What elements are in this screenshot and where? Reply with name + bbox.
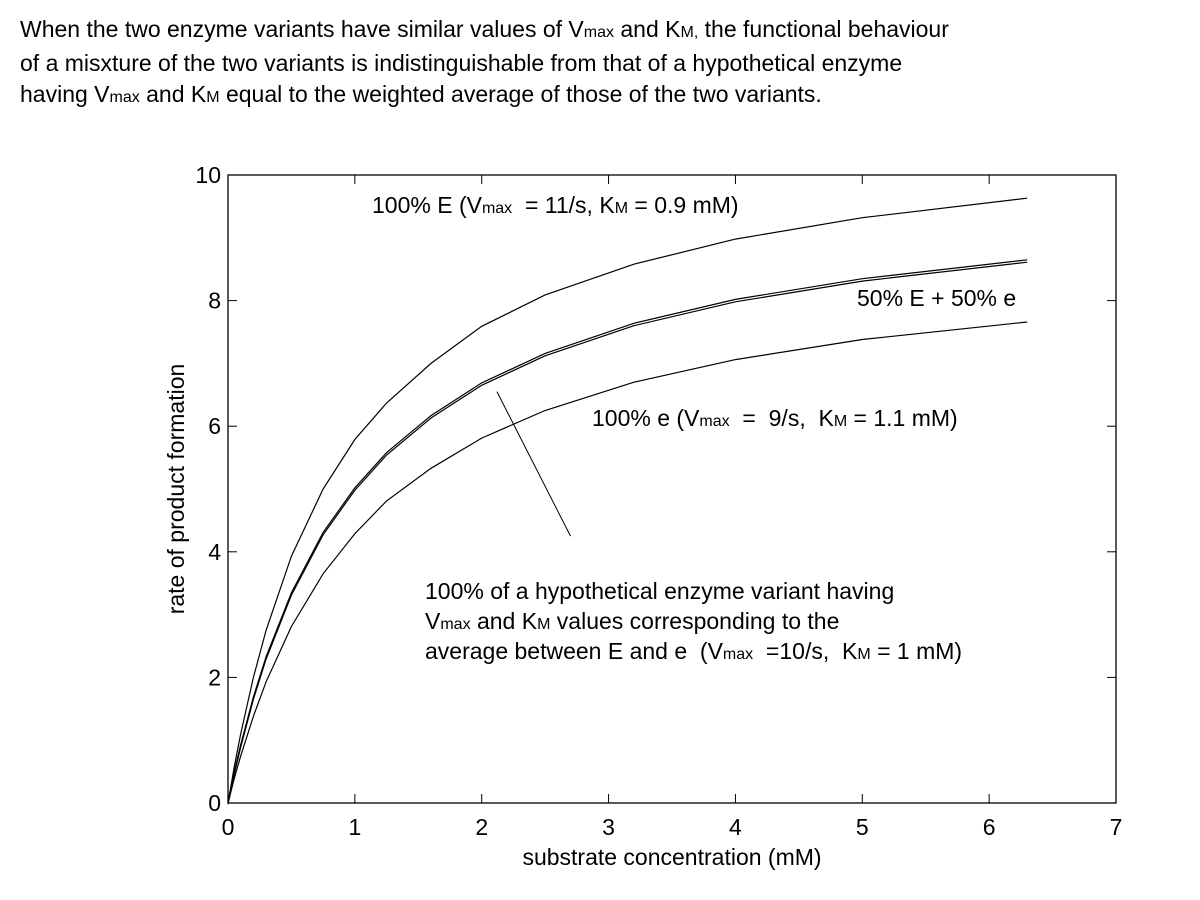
- y-tick-label: 6: [208, 413, 221, 439]
- x-tick-label: 7: [1110, 814, 1123, 840]
- label-part: and K: [471, 608, 538, 634]
- label-part: 100% e (V: [592, 405, 700, 431]
- y-axis-label: rate of product formation: [163, 364, 189, 615]
- subscript: max: [699, 413, 729, 430]
- caption-line-1: When the two enzyme variants have simila…: [20, 16, 949, 42]
- x-tick-label: 5: [856, 814, 869, 840]
- label-hypothetical-line-1: 100% of a hypothetical enzyme variant ha…: [425, 578, 894, 604]
- x-tick-label: 0: [222, 814, 235, 840]
- label-part: =10/s, K: [753, 638, 858, 664]
- subscript: M: [857, 646, 870, 663]
- plot-frame: [227, 174, 1117, 804]
- label-hypothetical-line-2: Vmax and KM values corresponding to the: [425, 608, 839, 634]
- label-100-percent-e: 100% e (Vmax = 9/s, KM = 1.1 mM): [592, 405, 958, 431]
- series-line-E100: [227, 197, 1028, 804]
- label-part: = 1.1 mM): [847, 405, 958, 431]
- subscript: max: [482, 200, 512, 217]
- axis-ticks: [227, 174, 1117, 804]
- label-part: = 11/s, K: [512, 192, 615, 218]
- label-part: = 0.9 mM): [628, 192, 739, 218]
- x-tick-label: 3: [602, 814, 615, 840]
- y-tick-label: 4: [208, 539, 221, 565]
- label-part: = 1 mM): [871, 638, 962, 664]
- subscript: M: [615, 200, 628, 217]
- label-part: average between E and e (V: [425, 638, 724, 664]
- subscript: max: [723, 646, 753, 663]
- subscript: M: [834, 413, 847, 430]
- series-line-e100: [227, 321, 1028, 804]
- x-axis-label: substrate concentration (mM): [522, 844, 821, 870]
- caption-line-3: having Vmax and KM equal to the weighted…: [20, 81, 822, 107]
- x-tick-label: 2: [475, 814, 488, 840]
- x-tick-label: 4: [729, 814, 742, 840]
- caption-line-2: of a misxture of the two variants is ind…: [20, 50, 903, 76]
- series-line-mix50: [227, 259, 1028, 802]
- curve-annotations: 100% E (Vmax = 11/s, KM = 0.9 mM)50% E +…: [372, 192, 1016, 664]
- tick-labels: 0 1 2 3 4 5 6 7 0 2 4 6 8 10: [195, 162, 1122, 840]
- annotation-pointer-line: [496, 391, 571, 537]
- label-part: V: [425, 608, 441, 634]
- label-50-50-mixture: 50% E + 50% e: [857, 285, 1016, 311]
- label-part: = 9/s, K: [730, 405, 835, 431]
- label-part: 100% E (V: [372, 192, 483, 218]
- label-100-percent-E: 100% E (Vmax = 11/s, KM = 0.9 mM): [372, 192, 739, 218]
- x-tick-label: 6: [983, 814, 996, 840]
- series-line-hyp: [227, 261, 1028, 805]
- y-tick-label: 8: [208, 288, 221, 314]
- y-tick-label: 2: [208, 664, 221, 690]
- label-part: values corresponding to the: [550, 608, 839, 634]
- axis-labels: substrate concentration (mM) rate of pro…: [163, 364, 822, 870]
- subscript: max: [440, 616, 470, 633]
- y-tick-label: 0: [208, 790, 221, 816]
- y-tick-label: 10: [195, 162, 221, 188]
- label-hypothetical-line-3: average between E and e (Vmax =10/s, KM …: [425, 638, 962, 664]
- subscript: M: [537, 616, 550, 633]
- series-lines: [227, 197, 1028, 805]
- figure-caption: When the two enzyme variants have simila…: [20, 14, 1180, 113]
- x-tick-label: 1: [348, 814, 361, 840]
